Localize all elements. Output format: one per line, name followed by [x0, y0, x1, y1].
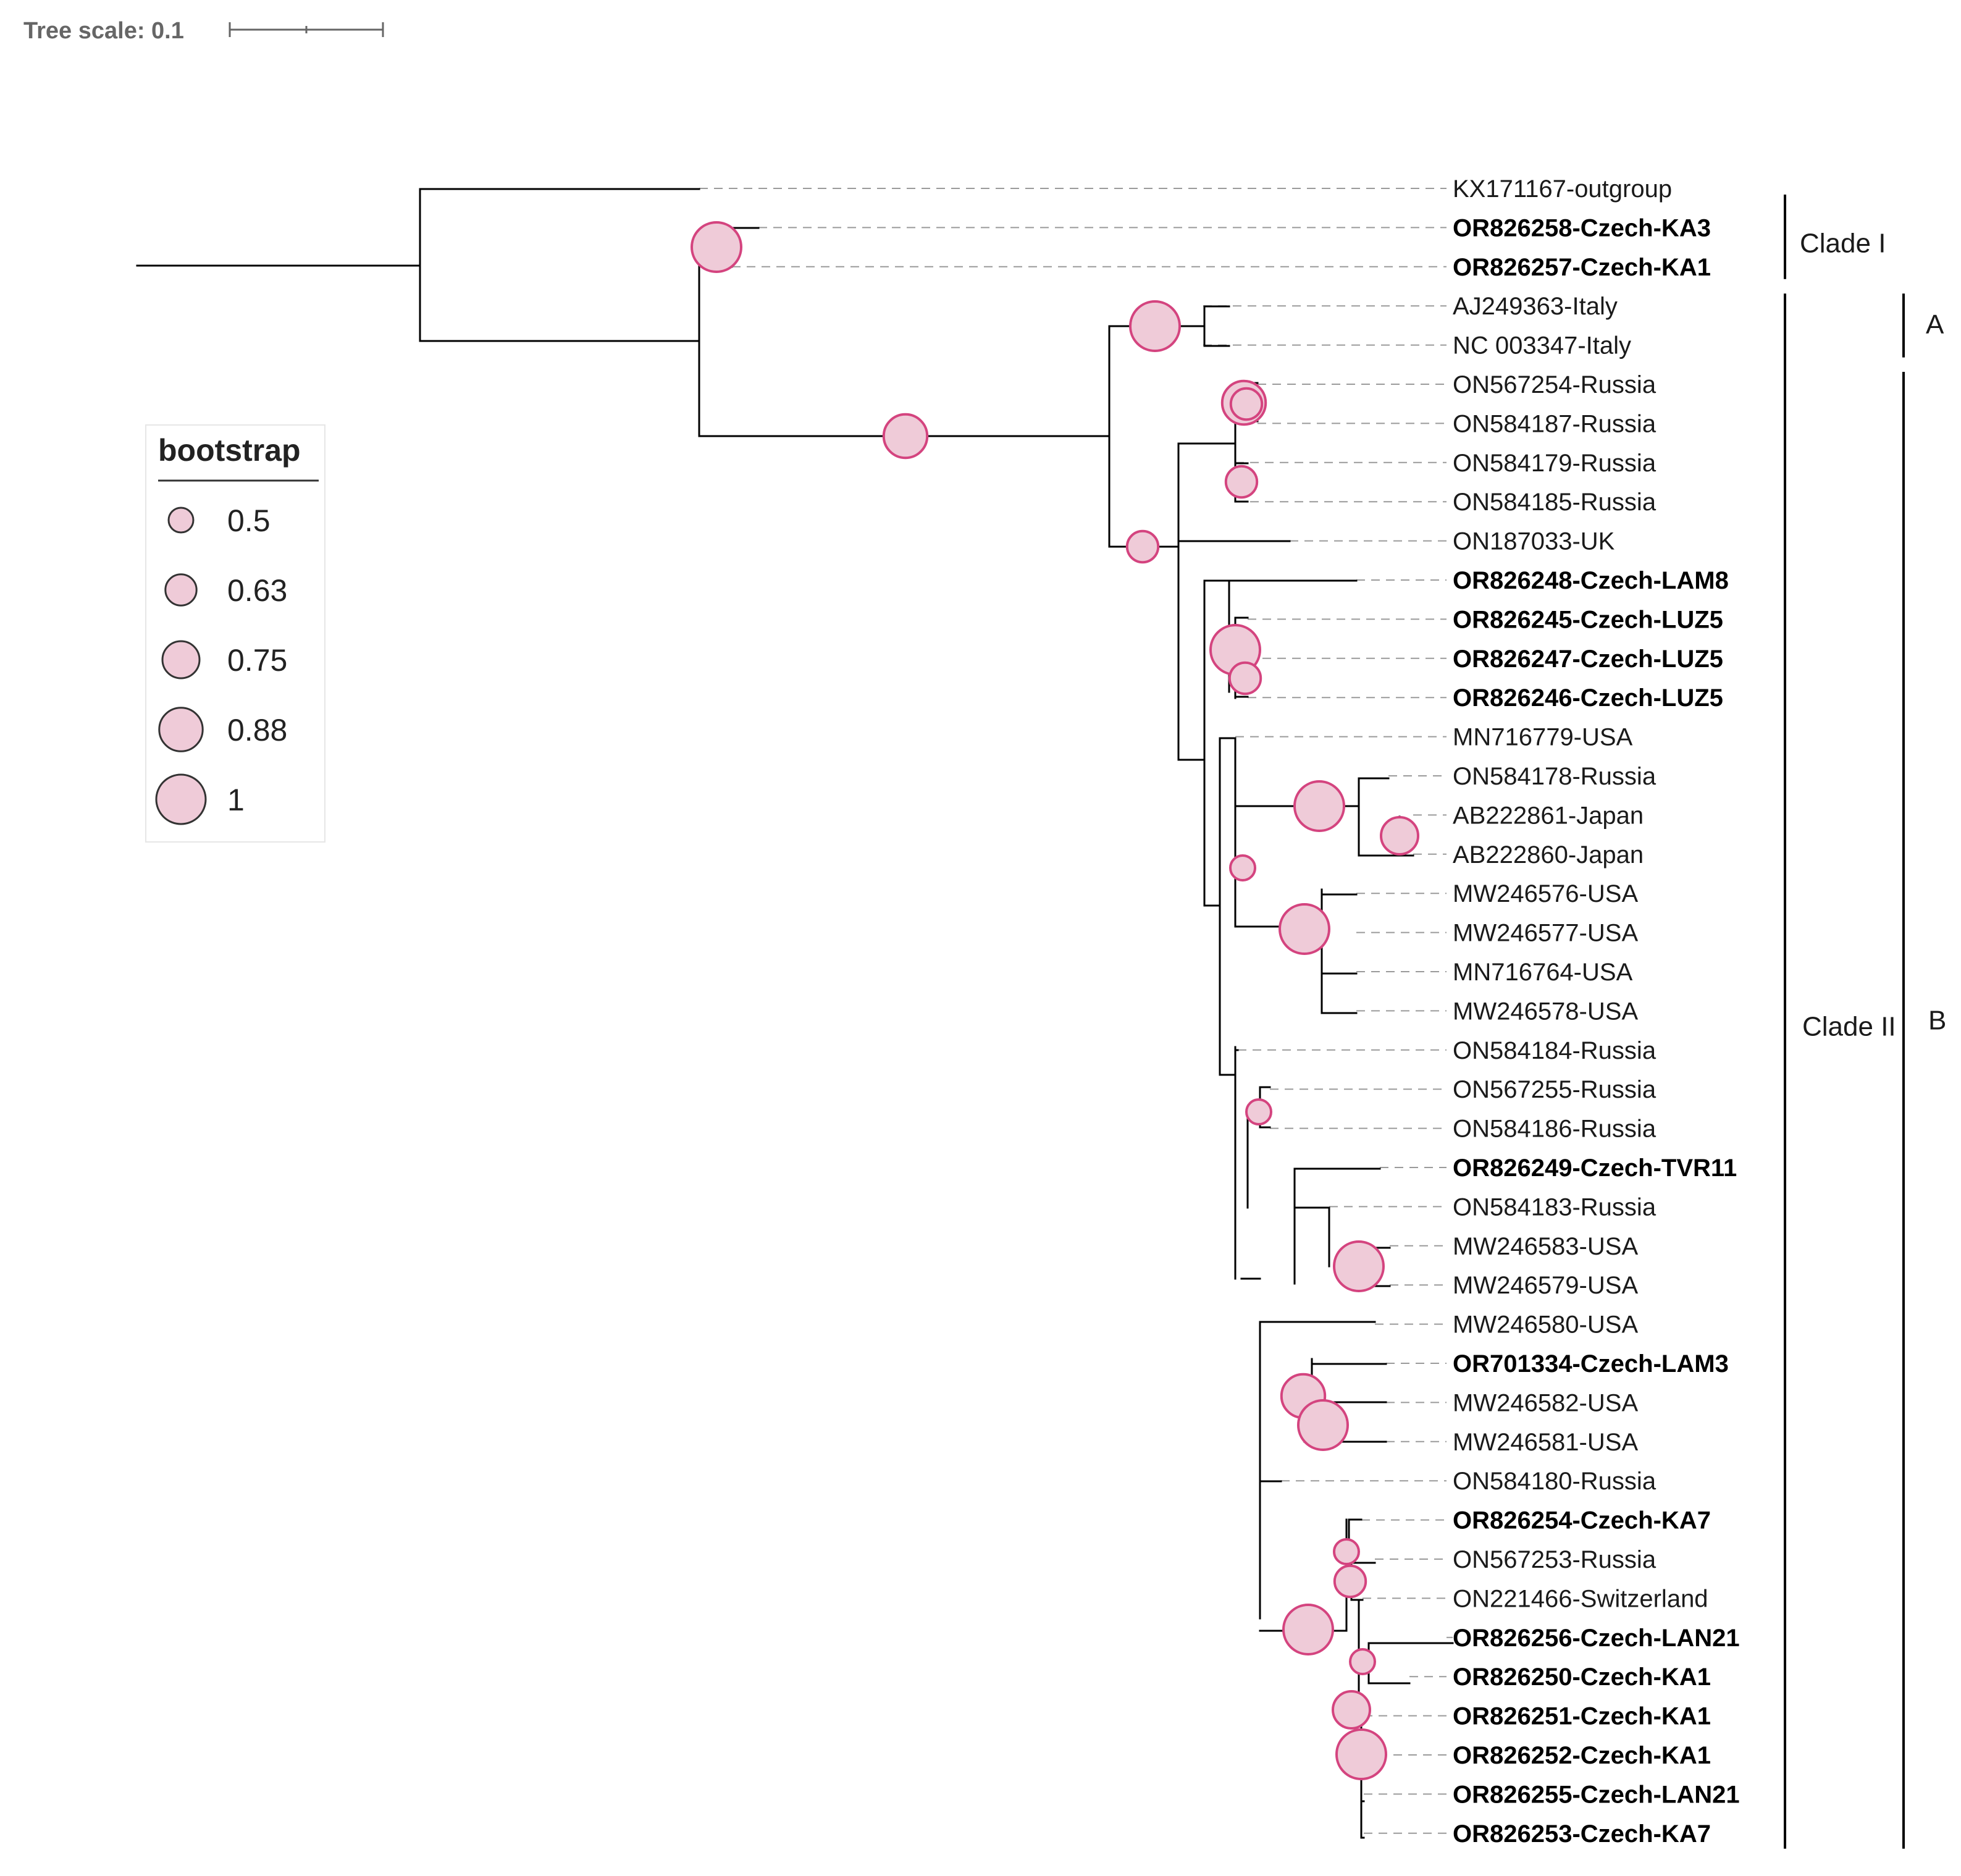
tip-label: OR826251-Czech-KA1: [1453, 1703, 1711, 1730]
tip-label: ON584183-Russia: [1453, 1193, 1657, 1221]
tip-label: ON584185-Russia: [1453, 489, 1657, 516]
bootstrap-node: [1282, 1604, 1334, 1655]
tip-label: MW246579-USA: [1453, 1272, 1638, 1299]
bootstrap-node: [1245, 1098, 1272, 1125]
tip-label: OR701334-Czech-LAM3: [1453, 1350, 1729, 1378]
tip-label: OR826253-Czech-KA7: [1453, 1820, 1711, 1848]
legend-circle: [167, 507, 195, 534]
bootstrap-node: [1380, 816, 1419, 856]
tip-label: ON584184-Russia: [1453, 1037, 1657, 1064]
tip-label: AB222860-Japan: [1453, 841, 1644, 869]
tip-label: OR826255-Czech-LAN21: [1453, 1781, 1740, 1808]
bootstrap-node: [1228, 661, 1262, 696]
tip-label: MW246578-USA: [1453, 998, 1638, 1025]
tip-label: MN716764-USA: [1453, 959, 1633, 986]
tip-label: OR826254-Czech-KA7: [1453, 1507, 1711, 1534]
legend-value: 0.63: [227, 573, 287, 608]
tip-label: ON567254-Russia: [1453, 371, 1657, 398]
tip-label: ON584178-Russia: [1453, 763, 1657, 790]
tip-label: OR826250-Czech-KA1: [1453, 1664, 1711, 1691]
legend-value: 0.88: [227, 713, 287, 747]
tip-label: OR826245-Czech-LUZ5: [1453, 606, 1723, 633]
tip-label: MN716779-USA: [1453, 724, 1633, 751]
tip-label: ON584180-Russia: [1453, 1468, 1657, 1495]
legend-circle: [161, 640, 201, 679]
bootstrap-node: [1332, 1690, 1371, 1730]
bootstrap-node: [1129, 300, 1181, 352]
tip-label: MW246583-USA: [1453, 1233, 1638, 1260]
tip-label: KX171167-outgroup: [1453, 175, 1672, 203]
legend-value: 1: [227, 783, 245, 817]
bootstrap-node: [1229, 387, 1264, 421]
tip-label: ON584186-Russia: [1453, 1116, 1657, 1143]
tree-scale-bar: [229, 22, 384, 37]
legend-box: [145, 424, 325, 843]
bootstrap-node: [1333, 1538, 1360, 1565]
tip-label: OR826258-Czech-KA3: [1453, 214, 1711, 242]
tip-label: OR826252-Czech-KA1: [1453, 1742, 1711, 1769]
bootstrap-node: [691, 221, 742, 273]
legend-value: 0.5: [227, 503, 271, 538]
tip-label: NC 003347-Italy: [1453, 332, 1631, 360]
tip-label: OR826248-Czech-LAM8: [1453, 567, 1729, 594]
clade-label: B: [1928, 1005, 1946, 1035]
legend-circle: [158, 707, 204, 752]
bootstrap-node: [882, 413, 929, 460]
tip-label: OR826246-Czech-LUZ5: [1453, 684, 1723, 712]
tip-label: ON221466-Switzerland: [1453, 1585, 1708, 1612]
tip-label: AJ249363-Italy: [1453, 293, 1618, 320]
bootstrap-node: [1293, 780, 1345, 832]
tip-label: OR826256-Czech-LAN21: [1453, 1625, 1740, 1652]
tip-label: OR826247-Czech-LUZ5: [1453, 646, 1723, 673]
bootstrap-node: [1333, 1240, 1385, 1292]
bootstrap-node: [1224, 465, 1259, 499]
tip-label: MW246581-USA: [1453, 1429, 1638, 1456]
clade-label: A: [1926, 309, 1944, 340]
legend-title: bootstrap: [158, 433, 301, 468]
clade-label: Clade I: [1800, 228, 1886, 258]
bootstrap-legend: bootstrap 0.5 0.63 0.75 0.88 1: [145, 424, 325, 843]
legend-circle: [164, 573, 198, 607]
tip-label: MW246580-USA: [1453, 1311, 1638, 1339]
bootstrap-node: [1335, 1728, 1387, 1780]
tree-scale-label: Tree scale: 0.1: [23, 18, 184, 44]
tip-label: OR826249-Czech-TVR11: [1453, 1155, 1737, 1182]
tip-label: MW246582-USA: [1453, 1389, 1638, 1416]
tip-label: OR826257-Czech-KA1: [1453, 254, 1711, 281]
bootstrap-node: [1279, 903, 1330, 955]
tip-label: ON187033-UK: [1453, 528, 1615, 555]
tip-label: AB222861-Japan: [1453, 802, 1644, 829]
legend-circle: [155, 773, 207, 825]
clade-label: Clade II: [1802, 1011, 1896, 1041]
bootstrap-node: [1297, 1399, 1349, 1451]
bootstrap-node: [1125, 529, 1160, 564]
tip-label: ON567255-Russia: [1453, 1076, 1657, 1103]
tip-label: ON584187-Russia: [1453, 410, 1657, 437]
tip-label: MW246576-USA: [1453, 880, 1638, 907]
tip-label: ON584179-Russia: [1453, 450, 1657, 477]
bootstrap-node: [1229, 854, 1256, 881]
bootstrap-node: [1333, 1564, 1367, 1599]
bootstrap-node: [1349, 1648, 1376, 1675]
tip-label: ON567253-Russia: [1453, 1546, 1657, 1573]
tip-label: MW246577-USA: [1453, 920, 1638, 947]
legend-value: 0.75: [227, 643, 287, 678]
